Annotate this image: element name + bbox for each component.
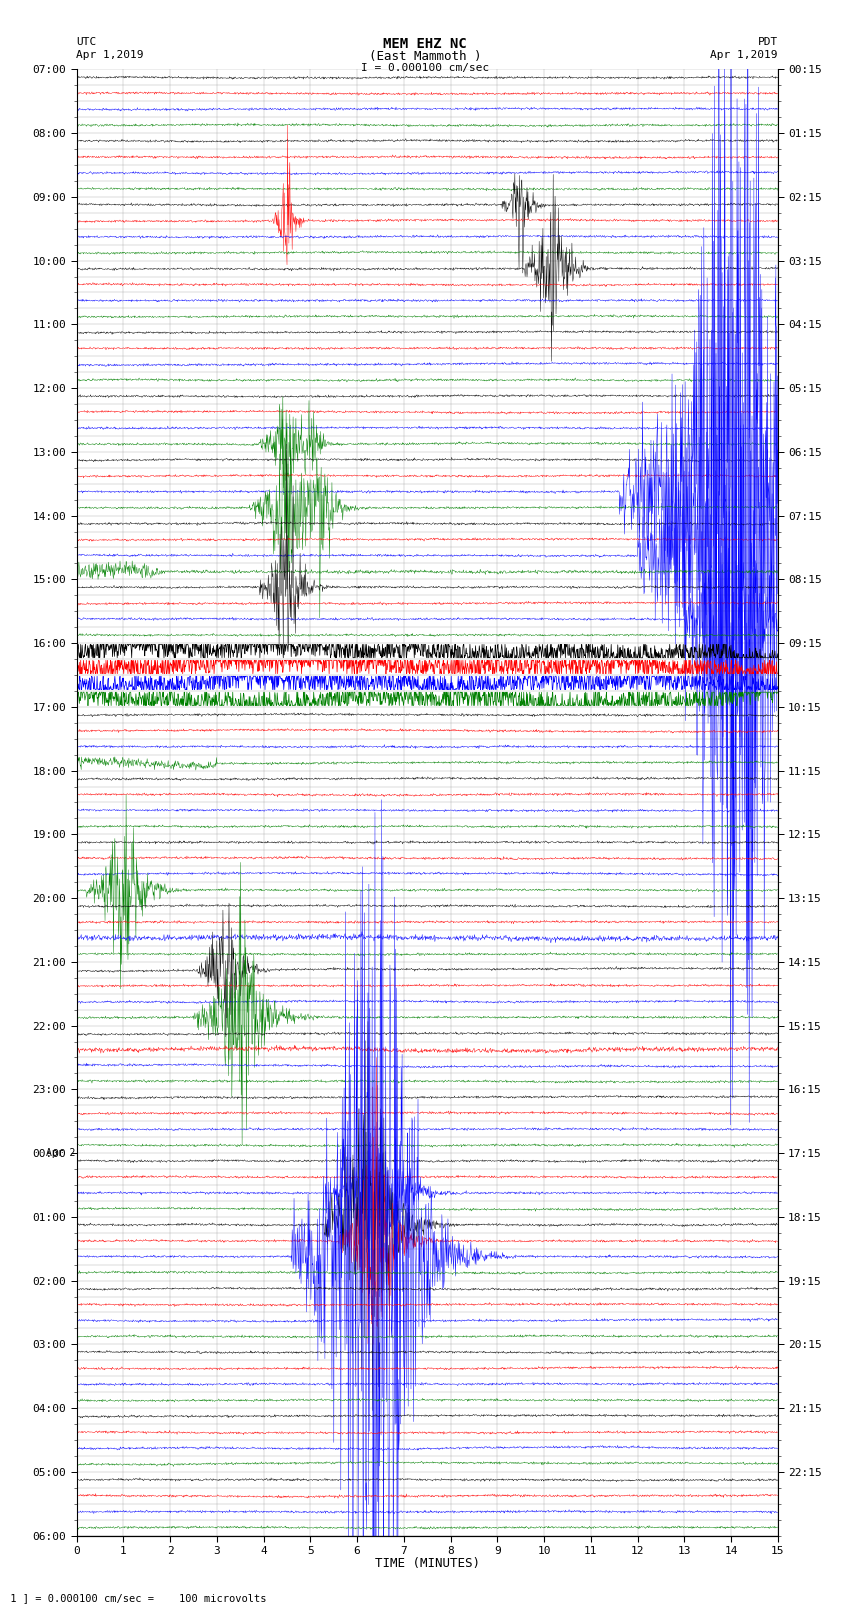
Text: I = 0.000100 cm/sec: I = 0.000100 cm/sec (361, 63, 489, 73)
Text: Apr 2: Apr 2 (46, 1148, 76, 1158)
Text: UTC: UTC (76, 37, 97, 47)
Text: Apr 1,2019: Apr 1,2019 (711, 50, 778, 60)
Text: MEM EHZ NC: MEM EHZ NC (383, 37, 467, 52)
Text: (East Mammoth ): (East Mammoth ) (369, 50, 481, 63)
Text: Apr 1,2019: Apr 1,2019 (76, 50, 144, 60)
X-axis label: TIME (MINUTES): TIME (MINUTES) (375, 1558, 479, 1571)
Text: 1 ] = 0.000100 cm/sec =    100 microvolts: 1 ] = 0.000100 cm/sec = 100 microvolts (4, 1594, 267, 1603)
Text: PDT: PDT (757, 37, 778, 47)
